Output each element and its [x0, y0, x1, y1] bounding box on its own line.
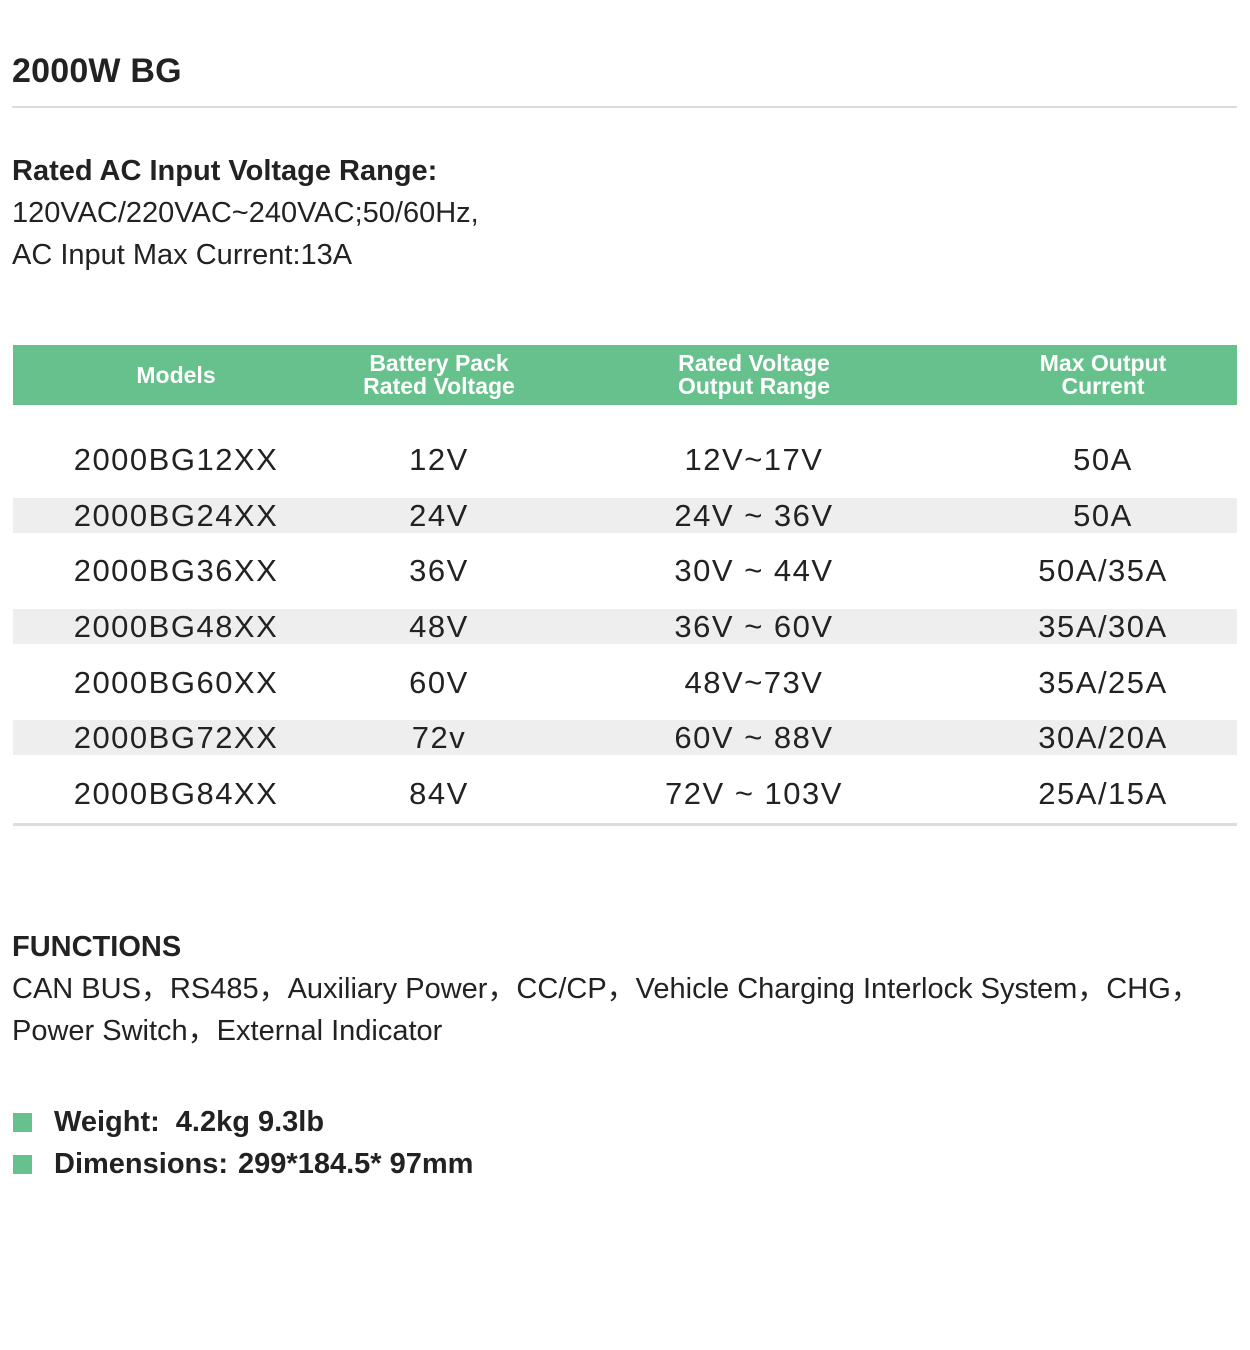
weight-value: 4.2kg 9.3lb — [175, 1106, 325, 1138]
cell-battery-voltage: 24V — [339, 487, 539, 544]
table-row: 2000BG60XX 60V 48V~73V 35A/25A — [13, 655, 1237, 711]
ac-input-heading: Rated AC Input Voltage Range: — [12, 155, 438, 187]
header-rated-voltage-output-range: Rated Voltage Output Range — [539, 345, 969, 405]
weight-item: Weight: 4.2kg 9.3lb — [13, 1101, 473, 1143]
cell-model: 2000BG72XX — [13, 710, 339, 767]
cell-output-range: 24V ~ 36V — [539, 487, 969, 544]
cell-max-current: 35A/30A — [969, 599, 1237, 655]
models-table: Models Battery Pack Rated Voltage Rated … — [13, 345, 1237, 822]
dimensions-label: Dimensions: — [54, 1148, 229, 1180]
cell-battery-voltage: 48V — [339, 599, 539, 655]
table-row: 2000BG72XX 72v 60V ~ 88V 30A/20A — [13, 710, 1237, 767]
cell-output-range: 30V ~ 44V — [674, 553, 834, 589]
cell-battery-voltage: 72v — [339, 710, 539, 767]
ac-input-max-current: AC Input Max Current:13A — [12, 239, 353, 271]
cell-battery-voltage: 84V — [409, 775, 469, 811]
cell-max-current: 25A/15A — [1038, 775, 1168, 811]
table-top-spacer — [13, 405, 1237, 432]
table-row: 2000BG84XX 84V 72V ~ 103V 25A/15A — [13, 766, 1237, 822]
cell-output-range: 60V ~ 88V — [539, 710, 969, 767]
title-divider — [12, 106, 1237, 108]
cell-model: 2000BG36XX — [73, 553, 279, 589]
dimensions-value: 299*184.5* 97mm — [238, 1148, 474, 1180]
bullet-square-icon — [13, 1112, 32, 1132]
functions-list-line-1: CAN BUS，RS485，Auxiliary Power，CC/CP，Vehi… — [12, 973, 1200, 1005]
cell-output-range: 72V ~ 103V — [665, 775, 843, 811]
header-battery-pack-rated-voltage: Battery Pack Rated Voltage — [339, 345, 539, 405]
cell-model: 2000BG24XX — [13, 487, 339, 544]
cell-max-current: 50A/35A — [1038, 553, 1168, 589]
weight-label: Weight: — [54, 1106, 160, 1138]
ac-input-voltage-range: 120VAC/220VAC~240VAC;50/60Hz, — [12, 197, 479, 229]
page-title: 2000W BG — [12, 52, 182, 90]
table-row: 2000BG12XX 12V 12V~17V 50A — [13, 432, 1237, 488]
table-row: 2000BG48XX 48V 36V ~ 60V 35A/30A — [13, 599, 1237, 655]
cell-model: 2000BG48XX — [13, 599, 339, 655]
dimensions-item: Dimensions: 299*184.5* 97mm — [13, 1143, 473, 1185]
cell-max-current: 50A — [1073, 441, 1133, 477]
cell-output-range: 36V ~ 60V — [539, 599, 969, 655]
cell-output-range: 12V~17V — [684, 441, 824, 477]
header-models: Models — [13, 345, 339, 405]
cell-battery-voltage: 36V — [409, 553, 469, 589]
table-bottom-rule — [13, 823, 1237, 826]
header-max-output-current: Max Output Current — [969, 345, 1237, 405]
functions-heading: FUNCTIONS — [12, 931, 182, 963]
table-row: 2000BG36XX 36V 30V ~ 44V 50A/35A — [13, 543, 1237, 599]
table-row: 2000BG24XX 24V 24V ~ 36V 50A — [13, 487, 1237, 544]
functions-section: FUNCTIONS CAN BUS，RS485，Auxiliary Power，… — [12, 926, 1237, 1052]
table-header-row: Models Battery Pack Rated Voltage Rated … — [13, 345, 1237, 405]
cell-model: 2000BG12XX — [73, 441, 279, 477]
cell-max-current: 30A/20A — [969, 710, 1237, 767]
functions-list-line-2: Power Switch，External Indicator — [12, 1015, 443, 1047]
cell-model: 2000BG60XX — [73, 664, 279, 700]
cell-model: 2000BG84XX — [73, 775, 279, 811]
ac-input-section: Rated AC Input Voltage Range: 120VAC/220… — [12, 150, 479, 276]
cell-battery-voltage: 12V — [409, 441, 469, 477]
bullet-square-icon — [13, 1154, 32, 1174]
cell-battery-voltage: 60V — [409, 664, 469, 700]
cell-max-current: 35A/25A — [1038, 664, 1168, 700]
cell-output-range: 48V~73V — [684, 664, 824, 700]
cell-max-current: 50A — [969, 487, 1237, 544]
spec-bullets: Weight: 4.2kg 9.3lb Dimensions: 299*184.… — [13, 1101, 473, 1185]
